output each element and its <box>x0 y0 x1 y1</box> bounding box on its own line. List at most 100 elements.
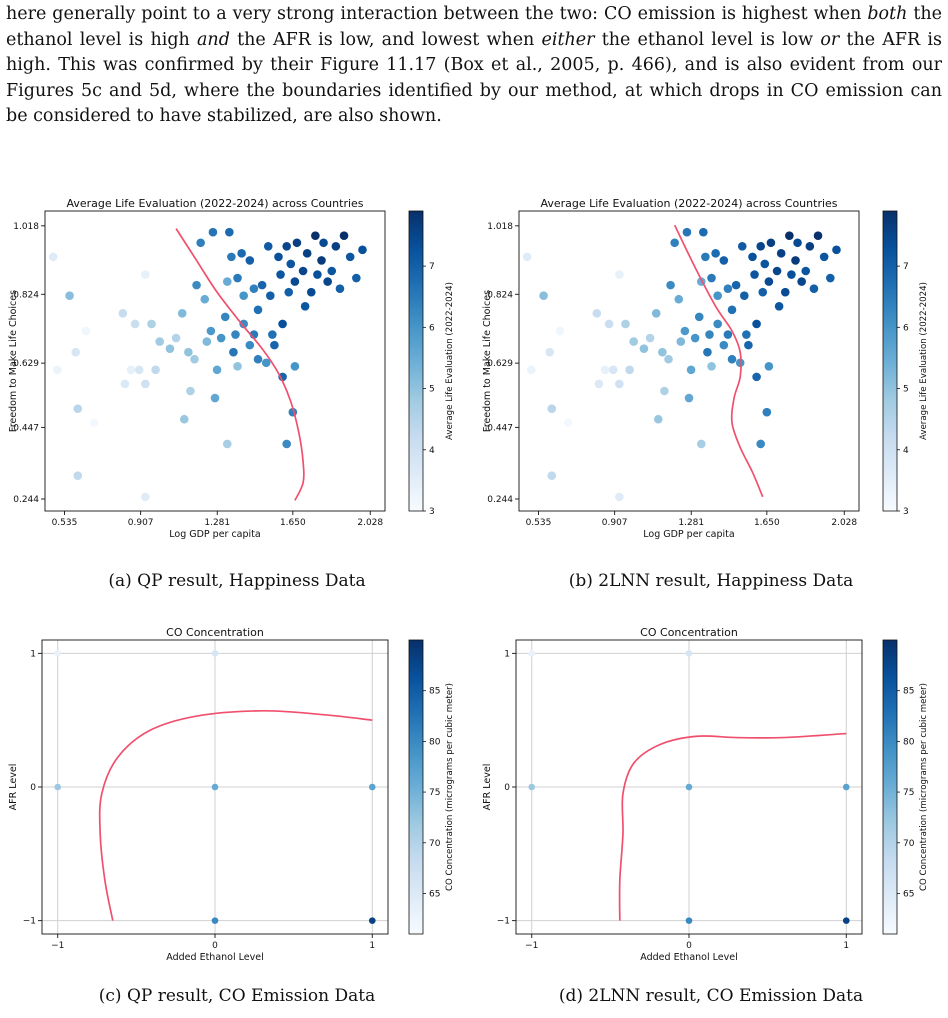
data-point <box>660 386 669 396</box>
data-point <box>664 354 673 364</box>
colorbar-tick-label: 75 <box>429 788 440 798</box>
colorbar-label: CO Concentration (micrograms per cubic m… <box>445 683 455 891</box>
boundary-curve <box>618 732 847 921</box>
chart-d-co-2lnn: −1 0 1 −1 0 1 CO Concentration Added Ethanol Le… <box>482 626 929 963</box>
data-point <box>196 238 205 248</box>
y-tick-label: 0.244 <box>487 495 513 505</box>
colorbar-label: CO Concentration (micrograms per cubic m… <box>919 683 929 891</box>
chart-c-co-qp: −1 0 1 −1 0 1 CO Concentration Added Ethanol Le… <box>8 626 455 963</box>
data-point <box>615 492 624 502</box>
data-point <box>52 365 62 375</box>
data-point <box>319 238 328 248</box>
y-axis-label: AFR Level <box>482 764 493 811</box>
data-point <box>682 227 692 237</box>
caption-d: (d) 2LNN result, CO Emission Data <box>558 986 864 1006</box>
data-point <box>819 252 829 262</box>
data-point <box>290 361 300 371</box>
data-point <box>151 365 160 375</box>
data-point <box>276 270 285 279</box>
data-point <box>699 227 708 237</box>
colorbar-label: Average Life Evaluation (2022-2024) <box>445 282 455 440</box>
data-point <box>155 337 164 346</box>
data-point <box>345 252 355 262</box>
data-point <box>685 650 693 657</box>
paragraph-text: here generally point to a very strong in… <box>6 4 868 24</box>
y-axis-label: Freedom to Make Life Choices <box>482 290 493 432</box>
colorbar-tick-label: 3 <box>903 507 909 517</box>
data-point <box>723 284 733 293</box>
x-tick-label: −1 <box>525 941 538 951</box>
x-tick-label: 1.281 <box>678 518 704 528</box>
data-point <box>313 270 322 279</box>
data-point <box>666 280 675 290</box>
data-point <box>211 783 219 791</box>
data-point <box>222 439 232 449</box>
data-point <box>54 783 62 791</box>
data-point <box>615 379 624 389</box>
y-axis-label: AFR Level <box>8 764 19 811</box>
data-point <box>298 266 308 276</box>
body-paragraph: here generally point to a very strong in… <box>6 2 942 130</box>
data-point <box>740 291 749 301</box>
data-point <box>186 386 195 396</box>
caption-b: (b) 2LNN result, Happiness Data <box>568 571 854 591</box>
x-tick-label: 2.028 <box>831 518 857 528</box>
data-point <box>239 319 248 329</box>
data-point <box>842 783 850 791</box>
data-point <box>284 287 294 297</box>
data-point <box>253 354 263 364</box>
data-point <box>594 379 604 389</box>
colorbar-tick-label: 70 <box>429 839 441 849</box>
data-point <box>65 291 74 301</box>
data-point <box>282 241 291 251</box>
data-point <box>211 650 219 657</box>
data-point <box>731 280 741 290</box>
data-point <box>735 358 745 368</box>
y-tick-label: −1 <box>23 917 36 927</box>
paragraph-text: the ethanol level is high <box>6 4 942 50</box>
data-point <box>141 492 150 502</box>
data-point <box>592 309 602 318</box>
data-point <box>233 273 242 283</box>
chart-title: CO Concentration <box>640 626 738 639</box>
data-point <box>711 249 720 258</box>
colorbar-tick-label: 4 <box>903 446 909 456</box>
y-tick-label: 0.244 <box>13 495 39 505</box>
data-point <box>245 256 255 265</box>
data-point <box>73 404 83 413</box>
data-point <box>335 284 345 293</box>
x-axis-label: Added Ethanol Level <box>640 952 737 963</box>
x-tick-label: 1.650 <box>280 518 306 528</box>
plot-frame <box>44 210 386 512</box>
data-point <box>222 277 232 286</box>
paragraph-emphasis: or <box>820 29 840 50</box>
y-tick-label: 0.629 <box>13 359 39 369</box>
x-tick-label: 0.535 <box>52 518 78 528</box>
data-point <box>54 650 62 657</box>
data-point <box>81 326 91 336</box>
data-point <box>764 277 774 286</box>
data-point <box>680 326 690 336</box>
data-point <box>220 312 230 322</box>
data-point <box>752 372 761 382</box>
data-point <box>192 280 201 290</box>
x-axis-label: Log GDP per capita <box>643 529 734 540</box>
data-point <box>723 330 733 339</box>
data-point <box>756 439 765 449</box>
data-point <box>727 305 737 315</box>
y-axis-label: Freedom to Make Life Choices <box>8 290 19 432</box>
colorbar-tick-label: 70 <box>903 839 915 849</box>
data-point <box>842 917 850 924</box>
data-point <box>73 471 83 481</box>
data-point <box>210 393 220 403</box>
colorbar-tick-label: 75 <box>903 788 914 798</box>
data-point <box>233 361 242 371</box>
data-point <box>539 291 548 301</box>
data-point <box>774 301 784 311</box>
y-tick-label: 0.629 <box>487 359 513 369</box>
data-point <box>71 347 81 357</box>
chart-a-happiness-qp: 0.535 0.907 1.281 1.650 2.028 0.244 0.447 0.629… <box>8 197 455 540</box>
data-point <box>212 365 222 375</box>
data-point <box>528 783 536 791</box>
paragraph-emphasis: both <box>867 4 908 24</box>
